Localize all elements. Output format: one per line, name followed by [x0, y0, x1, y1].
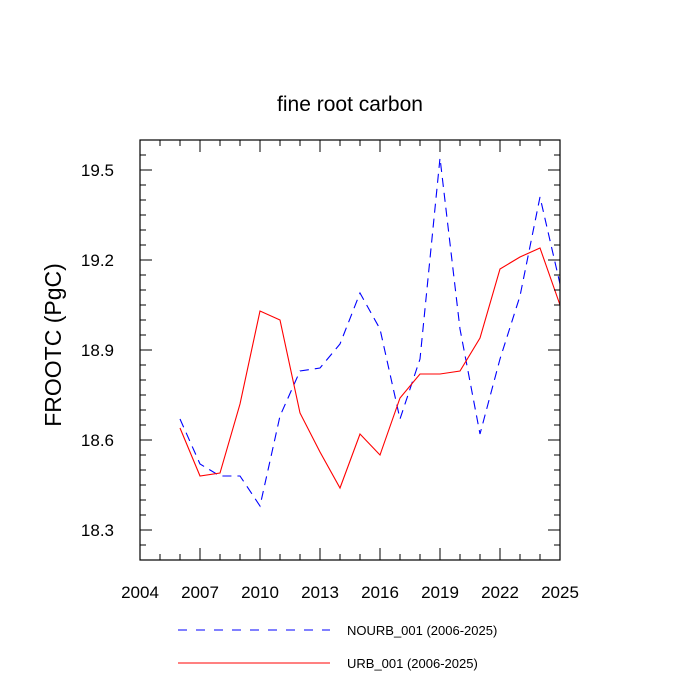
plot-frame — [139, 139, 561, 561]
series-urb-line — [179, 247, 560, 490]
legend-entry-label: URB_001 (2006-2025) — [347, 656, 478, 671]
y-axis-label: FROOTC (PgC) — [40, 263, 66, 427]
x-tick-label: 2019 — [421, 583, 459, 602]
x-tick-label: 2013 — [301, 583, 339, 602]
y-tick-label: 18.9 — [81, 341, 114, 360]
x-tick-label: 2022 — [481, 583, 519, 602]
series-nourb-line — [179, 157, 560, 508]
axes: 2004 2007 2010 2013 2016 2019 2022 2025 18.3 18.6… — [81, 139, 579, 602]
y-tick-label: 18.3 — [81, 521, 114, 540]
y-tick-label: 19.2 — [81, 251, 114, 270]
plot-area — [179, 157, 561, 508]
y-tick-label: 18.6 — [81, 431, 114, 450]
chart-title: fine root carbon — [277, 93, 423, 116]
legend-entry-label: NOURB_001 (2006-2025) — [347, 623, 497, 638]
legend: NOURB_001 (2006-2025) URB_001 (2006-2025) — [178, 623, 497, 671]
x-tick-label: 2007 — [181, 583, 219, 602]
x-tick-label: 2004 — [121, 583, 159, 602]
x-tick-label: 2010 — [241, 583, 279, 602]
y-tick-label: 19.5 — [81, 161, 114, 180]
x-tick-label: 2016 — [361, 583, 399, 602]
x-tick-label: 2025 — [541, 583, 579, 602]
